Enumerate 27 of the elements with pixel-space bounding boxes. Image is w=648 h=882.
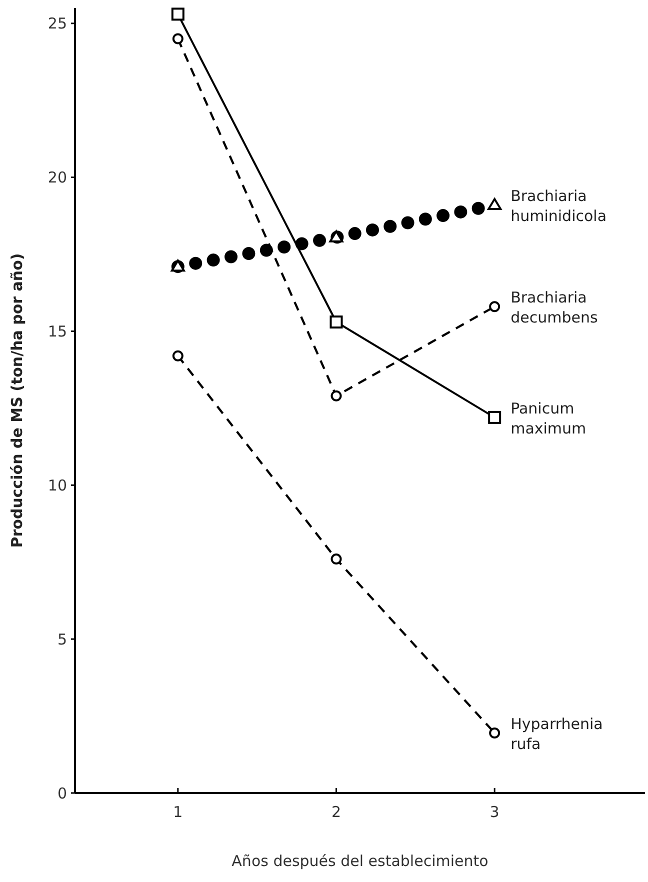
point (489, 727, 500, 738)
point (488, 410, 502, 424)
series-label: Brachiaria decumbens (510, 288, 598, 327)
x-axis-title: Años después del establecimiento (232, 852, 488, 870)
point (329, 230, 344, 242)
point (170, 260, 185, 272)
y-tick-label: 10 (48, 476, 67, 494)
y-tick-label: 15 (48, 322, 67, 340)
point (489, 301, 500, 312)
series-label: Brachiaria huminidicola (510, 187, 607, 226)
series-label: Hyparrhenia rufa (510, 714, 603, 753)
y-tick-label: 20 (48, 168, 67, 187)
point (330, 316, 343, 328)
series-label: Panicum maximum (510, 399, 586, 438)
point (172, 350, 184, 362)
y-tick-label: 0 (57, 784, 67, 802)
x-tick-label: 2 (331, 803, 342, 821)
point (330, 390, 342, 402)
y-tick-label: 25 (48, 14, 67, 33)
y-tick-label: 5 (57, 630, 67, 648)
y-axis-title: Producción de MS (ton/ha por año) (8, 253, 26, 548)
point (330, 554, 342, 565)
point (171, 8, 184, 21)
point (488, 198, 502, 210)
point (172, 33, 184, 44)
x-tick-label: 1 (173, 803, 183, 821)
x-tick-label: 3 (490, 803, 500, 821)
